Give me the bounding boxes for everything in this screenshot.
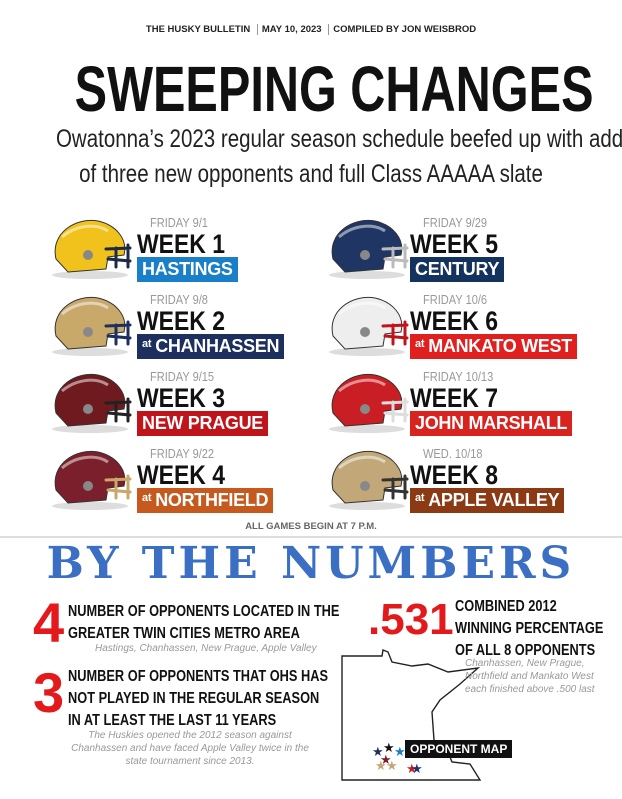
opponent: CENTURY	[415, 259, 500, 279]
opponent: CHANHASSEN	[155, 336, 280, 356]
subtitle-line: of three new opponents and full Class AA…	[79, 160, 543, 188]
subtitle-line: Owatonna’s 2023 regular season schedule …	[55, 125, 622, 153]
game-date: FRIDAY 10/13	[423, 369, 494, 384]
game-date: FRIDAY 9/29	[423, 215, 488, 230]
helmet	[52, 219, 132, 279]
stat-note: Chanhassen, New Prague,	[465, 658, 585, 669]
section-title: BY THE NUMBERS	[46, 538, 576, 589]
issue-date: MAY 10, 2023	[261, 24, 322, 35]
stat-note: Chanhassen and have faced Apple Valley t…	[71, 743, 309, 754]
opponent: NEW PRAGUE	[142, 413, 264, 433]
game-date: FRIDAY 10/6	[423, 292, 488, 307]
game-week: WEEK 7	[410, 383, 499, 413]
game-date: FRIDAY 9/1	[150, 215, 208, 230]
helmet	[52, 373, 132, 433]
opponent-box: at CHANHASSEN	[137, 334, 285, 359]
game-week: WEEK 4	[137, 460, 226, 490]
helmet	[329, 450, 409, 510]
stat-figure: .531	[368, 595, 454, 644]
masthead: THE HUSKY BULLETIN	[145, 24, 251, 35]
stat-label: NOT PLAYED IN THE REGULAR SEASON	[68, 690, 320, 707]
stat-label: NUMBER OF OPPONENTS LOCATED IN THE	[68, 603, 340, 620]
game-week: WEEK 2	[137, 306, 226, 336]
svg-text:★: ★	[406, 761, 418, 776]
headline: SWEEPING CHANGES	[74, 53, 594, 125]
minnesota-map: ★ ★ ★★ ★ ★ ★★	[341, 649, 482, 781]
helmet	[329, 219, 409, 279]
helmet	[329, 373, 409, 433]
helmet	[52, 296, 132, 356]
game-week: WEEK 1	[137, 229, 226, 259]
svg-text:★: ★	[386, 758, 398, 773]
opponent-box: CENTURY	[410, 257, 505, 282]
helmet	[329, 296, 409, 356]
opponent: JOHN MARSHALL	[415, 413, 568, 433]
stat-label: GREATER TWIN CITIES METRO AREA	[68, 625, 300, 642]
opponent-box: at NORTHFIELD	[137, 488, 274, 513]
opponent-box: HASTINGS	[137, 257, 238, 282]
stat-label: IN AT LEAST THE LAST 11 YEARS	[68, 712, 277, 729]
opponent-box: at MANKATO WEST	[410, 334, 577, 359]
svg-text:★: ★	[411, 761, 423, 776]
stat-label: OF ALL 8 OPPONENTS	[455, 642, 596, 659]
stat-note: Hastings, Chanhassen, New Prague, Apple …	[95, 643, 317, 654]
opponent: NORTHFIELD	[155, 490, 269, 510]
game-week: WEEK 3	[137, 383, 226, 413]
opponent: MANKATO WEST	[428, 336, 572, 356]
location: at	[415, 492, 425, 504]
game-date: FRIDAY 9/8	[150, 292, 208, 307]
stat-label: NUMBER OF OPPONENTS THAT OHS HAS	[68, 668, 329, 685]
schedule-note: ALL GAMES BEGIN AT 7 P.M.	[245, 521, 377, 532]
stat-figure: 4	[33, 591, 65, 654]
svg-text:★: ★	[383, 740, 395, 755]
opponent: APPLE VALLEY	[428, 490, 560, 510]
game-week: WEEK 8	[410, 460, 499, 490]
stat-label: WINNING PERCENTAGE	[455, 620, 604, 637]
game-week: WEEK 6	[410, 306, 499, 336]
helmet	[52, 450, 132, 510]
map-label: OPPONENT MAP	[405, 740, 513, 758]
svg-text:★: ★	[380, 752, 392, 767]
game-date: FRIDAY 9/22	[150, 446, 215, 461]
stat-figure: 3	[33, 661, 65, 724]
stat-label: COMBINED 2012	[455, 598, 557, 615]
location: at	[415, 338, 425, 350]
svg-text:★: ★	[394, 744, 406, 759]
stat-note: The Huskies opened the 2012 season again…	[88, 730, 292, 741]
location: at	[142, 338, 152, 350]
stat-note: state tournament since 2013.	[125, 756, 255, 767]
opponent-box: at APPLE VALLEY	[410, 488, 565, 513]
opponent: HASTINGS	[142, 259, 233, 279]
location: at	[142, 492, 152, 504]
opponent-box: JOHN MARSHALL	[410, 411, 573, 436]
game-date: WED. 10/18	[423, 446, 483, 461]
separator	[256, 24, 258, 35]
opponent-box: NEW PRAGUE	[137, 411, 269, 436]
game-week: WEEK 5	[410, 229, 499, 259]
byline: COMPILED BY JON WEISBROD	[333, 24, 477, 35]
svg-text:★: ★	[375, 758, 387, 773]
masthead-line: THE HUSKY BULLETIN MAY 10, 2023 COMPILED…	[0, 24, 622, 35]
separator	[328, 24, 330, 35]
stat-note: each finished above .500 last	[465, 684, 595, 695]
svg-text:★: ★	[372, 744, 384, 759]
game-date: FRIDAY 9/15	[150, 369, 215, 384]
stat-note: Northfield and Mankato West	[465, 671, 594, 682]
